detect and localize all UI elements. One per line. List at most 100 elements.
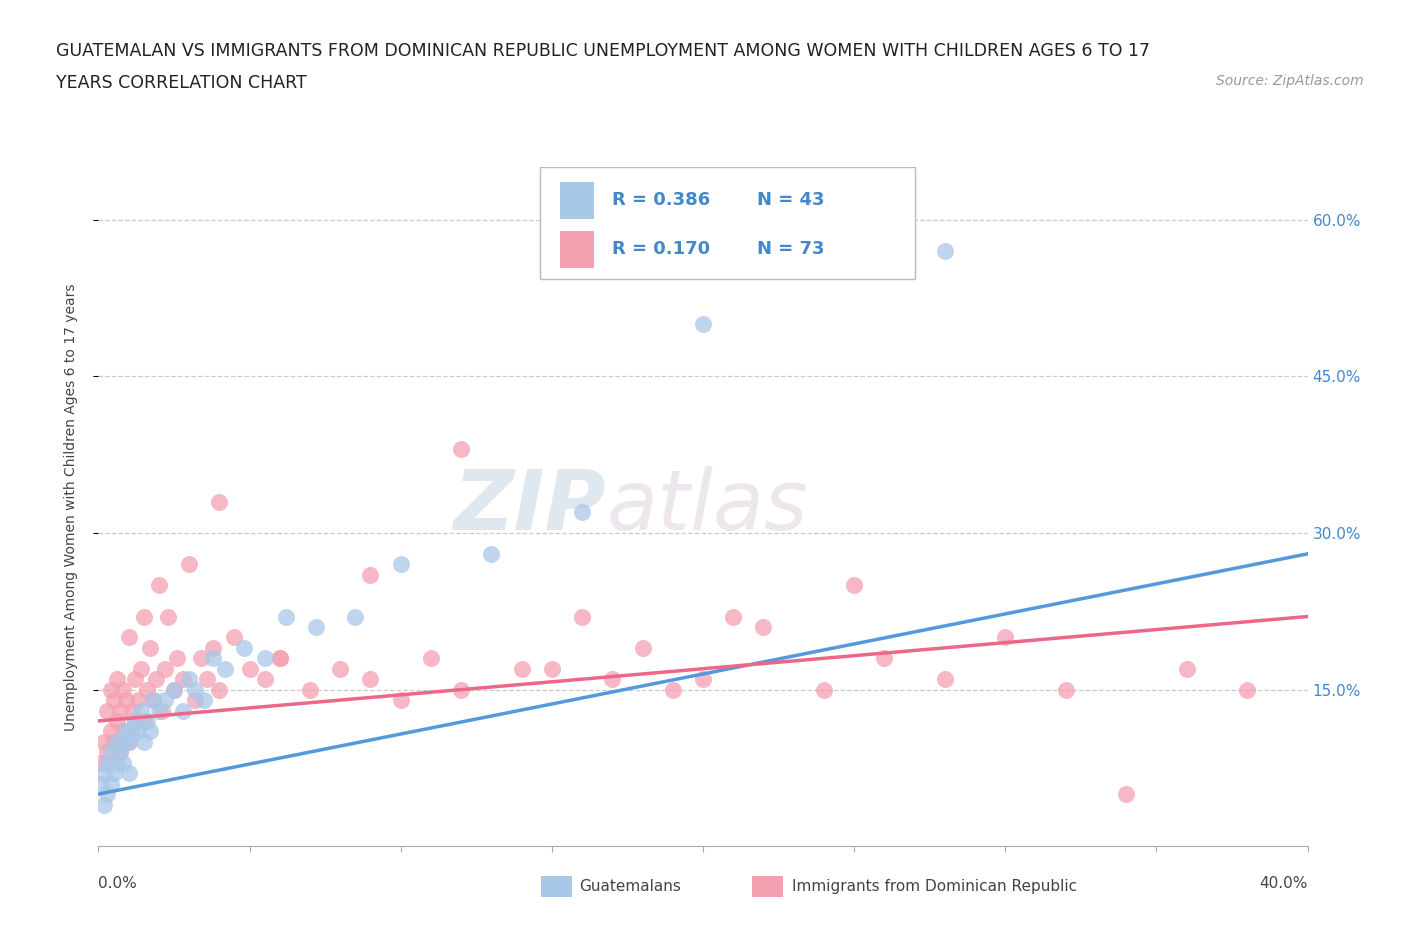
Point [202, 641, 225, 656]
Point [934, 244, 956, 259]
Point [1054, 683, 1077, 698]
Point [214, 661, 236, 676]
Point [571, 609, 593, 624]
Point [111, 755, 134, 770]
Point [111, 735, 134, 750]
Text: ZIP: ZIP [454, 466, 606, 548]
Point [420, 651, 443, 666]
Point [934, 671, 956, 686]
Point [103, 693, 125, 708]
Point [93, 797, 115, 812]
Point [145, 671, 167, 686]
Point [1115, 787, 1137, 802]
Point [510, 661, 533, 676]
Text: R = 0.170: R = 0.170 [613, 240, 710, 259]
Point [166, 651, 188, 666]
FancyBboxPatch shape [540, 167, 915, 279]
Point [111, 683, 134, 698]
Point [253, 671, 276, 686]
Point [121, 724, 143, 738]
Point [142, 693, 165, 708]
Text: YEARS CORRELATION CHART: YEARS CORRELATION CHART [56, 74, 307, 92]
Point [360, 567, 382, 582]
Point [1175, 661, 1198, 676]
Point [692, 316, 714, 331]
Point [93, 765, 115, 780]
Point [105, 735, 128, 750]
Point [100, 724, 122, 738]
Point [148, 703, 170, 718]
Text: 0.0%: 0.0% [98, 876, 138, 891]
Point [873, 651, 896, 666]
Point [96, 755, 118, 770]
Text: GUATEMALAN VS IMMIGRANTS FROM DOMINICAN REPUBLIC UNEMPLOYMENT AMONG WOMEN WITH C: GUATEMALAN VS IMMIGRANTS FROM DOMINICAN … [56, 42, 1150, 60]
Point [105, 755, 128, 770]
Point [108, 745, 131, 760]
Point [124, 713, 146, 728]
Point [142, 693, 165, 708]
FancyBboxPatch shape [561, 231, 595, 269]
Point [118, 735, 141, 750]
Point [389, 693, 412, 708]
Point [662, 683, 685, 698]
Point [124, 671, 146, 686]
Point [111, 724, 134, 738]
Point [1236, 683, 1258, 698]
Point [108, 703, 131, 718]
Y-axis label: Unemployment Among Women with Children Ages 6 to 17 years: Unemployment Among Women with Children A… [63, 283, 77, 731]
Point [96, 703, 118, 718]
Point [127, 693, 149, 708]
Point [100, 683, 122, 698]
Point [114, 693, 136, 708]
Text: 40.0%: 40.0% [1260, 876, 1308, 891]
Point [118, 735, 141, 750]
Point [93, 735, 115, 750]
Point [163, 683, 186, 698]
Point [139, 641, 162, 656]
Point [723, 609, 745, 624]
Point [344, 609, 367, 624]
Point [602, 671, 624, 686]
Point [193, 693, 215, 708]
Point [118, 630, 141, 644]
Point [540, 661, 562, 676]
Point [150, 703, 173, 718]
Point [118, 765, 141, 780]
Point [172, 671, 194, 686]
Point [96, 745, 118, 760]
Point [90, 777, 112, 791]
Point [103, 765, 125, 780]
Point [153, 693, 176, 708]
Point [481, 547, 503, 562]
Point [179, 671, 201, 686]
Point [105, 713, 128, 728]
Point [239, 661, 262, 676]
Point [105, 671, 128, 686]
Text: N = 43: N = 43 [758, 191, 825, 209]
Point [135, 683, 157, 698]
Point [208, 683, 231, 698]
Point [129, 703, 152, 718]
Text: R = 0.386: R = 0.386 [613, 191, 710, 209]
Point [153, 661, 176, 676]
Point [752, 619, 775, 634]
Point [139, 724, 162, 738]
Point [100, 745, 122, 760]
Point [305, 619, 328, 634]
Text: Immigrants from Dominican Republic: Immigrants from Dominican Republic [792, 879, 1077, 894]
Point [132, 713, 155, 728]
Point [274, 609, 297, 624]
Point [129, 661, 152, 676]
Point [994, 630, 1017, 644]
Point [202, 651, 225, 666]
Point [184, 683, 207, 698]
Point [100, 777, 122, 791]
Point [90, 755, 112, 770]
Point [114, 724, 136, 738]
Point [135, 713, 157, 728]
Point [253, 651, 276, 666]
Point [184, 693, 207, 708]
FancyBboxPatch shape [561, 181, 595, 219]
Point [692, 671, 714, 686]
Point [844, 578, 866, 592]
